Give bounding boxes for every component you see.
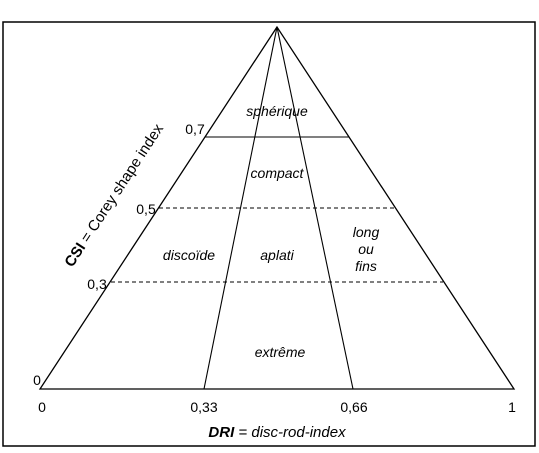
divider [203,26,278,390]
axis-title-abbr: DRI [208,424,235,441]
triangle [38,25,516,390]
tick-label: 0,33 [190,399,217,415]
frame [2,21,536,447]
tick-label: 0,7 [185,121,205,137]
region-label: aplati [260,247,294,263]
tick-label: 0 [33,372,41,388]
axis-title: CSI = Corey shape index [61,121,167,271]
axis-title: DRI = disc-rod-index [208,424,346,441]
tick-label: 0,5 [136,201,156,217]
tick-label: 0,3 [87,276,107,292]
tick-label: 0,66 [340,399,367,415]
tick-label: 1 [508,399,516,415]
region-label: compact [251,165,305,181]
tick-label: 0 [38,399,46,415]
region-label: ou [358,241,374,257]
region-label: discoïde [163,247,215,263]
region-label: fins [355,258,377,274]
region-label: sphérique [246,103,308,119]
region-label: long [353,224,380,240]
axis-title-rest: = disc-rod-index [234,424,346,441]
region-label: extrême [255,344,306,360]
axis-title-rest: = Corey shape index [75,121,167,250]
